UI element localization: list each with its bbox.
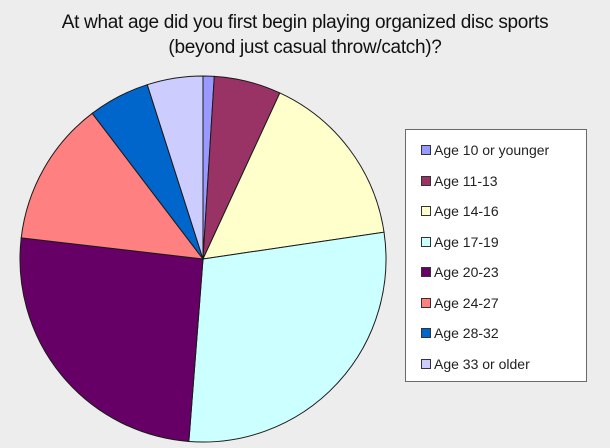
legend-swatch — [421, 145, 431, 155]
chart-legend: Age 10 or younger Age 11-13 Age 14-16 Age 1… — [405, 129, 587, 382]
legend-swatch — [421, 236, 431, 247]
chart-title-line-1: At what age did you first begin playing … — [61, 12, 549, 33]
legend-label: Age 20-23 — [434, 264, 499, 280]
legend-swatch — [421, 267, 431, 277]
legend-label: Age 10 or younger — [434, 142, 550, 158]
pie-slice-age-14-16 — [202, 92, 385, 260]
pie-slice-age-24-27 — [20, 112, 205, 260]
legend-item: Age 33 or older — [421, 354, 530, 374]
legend-item: Age 10 or younger — [421, 140, 549, 160]
legend-swatch — [421, 206, 431, 216]
legend-item: Age 28-32 — [421, 323, 499, 343]
legend-label: Age 11-13 — [434, 172, 498, 189]
pie-slice-age-17-19 — [188, 231, 387, 443]
legend-swatch — [421, 175, 431, 186]
chart-title: At what age did you first begin playing … — [0, 10, 610, 60]
pie-slice-age-20-23 — [19, 237, 204, 442]
pie-slice-age-33-or-older — [146, 75, 204, 260]
legend-label: Age 33 or older — [434, 355, 530, 372]
legend-item: Age 17-19 — [421, 232, 499, 252]
chart-title-line-2: (beyond just casual throw/catch)? — [168, 37, 442, 58]
legend-swatch — [421, 297, 431, 308]
legend-label: Age 17-19 — [434, 233, 499, 250]
legend-swatch — [421, 328, 431, 338]
legend-item: Age 20-23 — [421, 262, 499, 282]
legend-item: Age 11-13 — [421, 171, 498, 191]
legend-label: Age 24-27 — [434, 294, 499, 311]
legend-label: Age 14-16 — [434, 203, 499, 219]
legend-swatch — [421, 358, 431, 369]
legend-label: Age 28-32 — [434, 325, 499, 341]
legend-item: Age 24-27 — [421, 293, 499, 313]
legend-item: Age 14-16 — [421, 201, 499, 221]
